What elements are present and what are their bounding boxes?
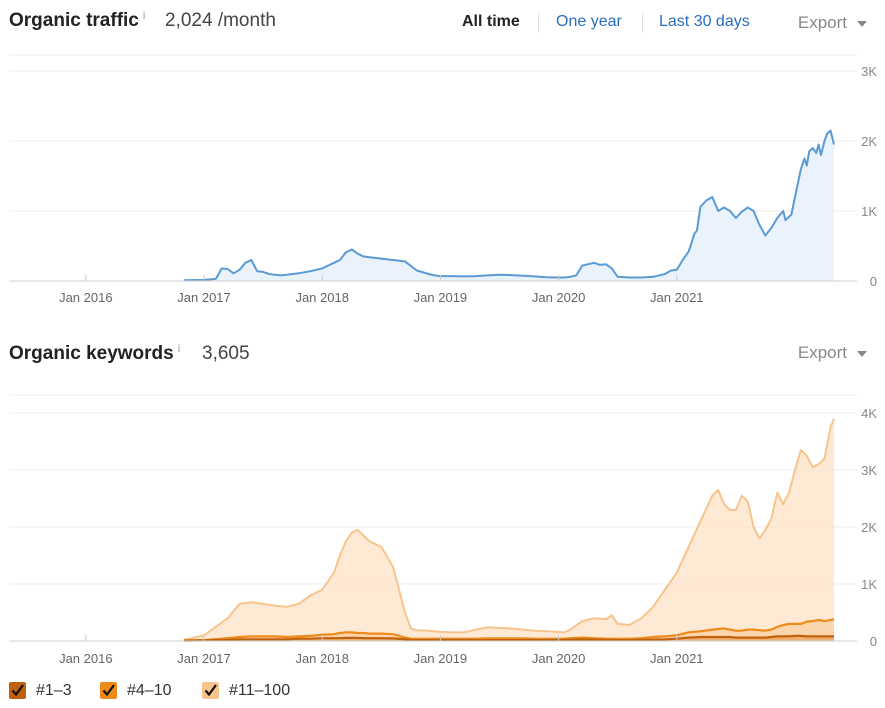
y-tick-label: 1K bbox=[861, 204, 877, 219]
x-tick-label: Jan 2018 bbox=[295, 290, 349, 305]
traffic-title-text: Organic traffic bbox=[9, 10, 139, 31]
series-line-2 bbox=[183, 418, 835, 641]
traffic-line bbox=[183, 129, 835, 282]
traffic-header: Organic traffic i 2,024 /month All time O… bbox=[0, 0, 885, 33]
keywords-title-text: Organic keywords bbox=[9, 343, 174, 364]
info-icon[interactable]: i bbox=[142, 10, 146, 22]
checkbox-icon[interactable] bbox=[100, 682, 117, 699]
legend-label: #1–3 bbox=[36, 682, 72, 699]
legend-label: #11–100 bbox=[229, 682, 291, 699]
y-tick-label: 4K bbox=[861, 406, 877, 421]
caret-down-icon bbox=[857, 20, 867, 27]
traffic-area bbox=[183, 130, 834, 281]
traffic-title: Organic traffic i bbox=[9, 10, 145, 32]
x-tick-label: Jan 2019 bbox=[414, 290, 468, 305]
keywords-chart: 0 1K 2K 3K 4K Jan 2016 Jan 2017 Jan 2018 Jan 201… bbox=[9, 394, 877, 666]
traffic-chart: 0 1K 2K 3K Jan 2016 Jan 2017 Jan 2018 Jan 2019 J… bbox=[9, 54, 877, 305]
traffic-value: 2,024 /month bbox=[165, 10, 276, 31]
checkbox-icon[interactable] bbox=[9, 682, 26, 699]
y-tick-label: 2K bbox=[861, 520, 877, 535]
traffic-export-button[interactable]: Export bbox=[798, 13, 867, 33]
series-line-0 bbox=[183, 634, 834, 642]
export-label: Export bbox=[797, 343, 847, 362]
x-tick-label: Jan 2017 bbox=[177, 290, 231, 305]
x-tick-label: Jan 2018 bbox=[295, 651, 349, 666]
tab-one-year[interactable]: One year bbox=[556, 13, 622, 30]
checkbox-icon[interactable] bbox=[202, 682, 219, 699]
y-tick-label: 0 bbox=[870, 634, 877, 649]
x-tick-label: Jan 2016 bbox=[59, 651, 113, 666]
keywords-title: Organic keywords i bbox=[9, 343, 180, 365]
y-tick-label: 0 bbox=[870, 274, 877, 289]
checkmark-stroke bbox=[11, 684, 24, 697]
x-tick-label: Jan 2019 bbox=[414, 651, 468, 666]
checkmark-icon bbox=[11, 684, 24, 697]
checkmark-icon bbox=[204, 684, 217, 697]
series-area-2 bbox=[183, 418, 834, 641]
series-line-1 bbox=[183, 618, 835, 642]
y-tick-label: 3K bbox=[861, 463, 877, 478]
x-tick-label: Jan 2017 bbox=[177, 651, 231, 666]
caret-down-icon bbox=[857, 350, 867, 357]
x-tick-label: Jan 2021 bbox=[650, 290, 704, 305]
keywords-header: Organic keywords i 3,605 Export bbox=[0, 333, 885, 365]
y-tick-label: 1K bbox=[861, 577, 877, 592]
y-tick-label: 2K bbox=[861, 134, 877, 149]
checkmark-stroke bbox=[102, 684, 115, 697]
tab-all-time[interactable]: All time bbox=[462, 13, 520, 30]
checkmark-icon bbox=[102, 684, 115, 697]
tab-divider bbox=[642, 13, 643, 33]
checkmark-stroke bbox=[204, 684, 217, 697]
tab-last-30-days[interactable]: Last 30 days bbox=[659, 13, 750, 30]
export-label: Export bbox=[797, 13, 847, 32]
x-tick-label: Jan 2021 bbox=[650, 651, 704, 666]
x-tick-label: Jan 2020 bbox=[532, 290, 586, 305]
info-icon[interactable]: i bbox=[177, 343, 181, 355]
legend-label: #4–10 bbox=[127, 682, 172, 699]
keywords-value: 3,605 bbox=[202, 343, 250, 364]
keywords-export-button[interactable]: Export bbox=[798, 343, 867, 363]
series-area-1 bbox=[183, 619, 834, 641]
x-tick-label: Jan 2020 bbox=[532, 651, 586, 666]
tab-divider bbox=[538, 13, 539, 33]
y-tick-label: 3K bbox=[861, 64, 877, 79]
x-tick-label: Jan 2016 bbox=[59, 290, 113, 305]
